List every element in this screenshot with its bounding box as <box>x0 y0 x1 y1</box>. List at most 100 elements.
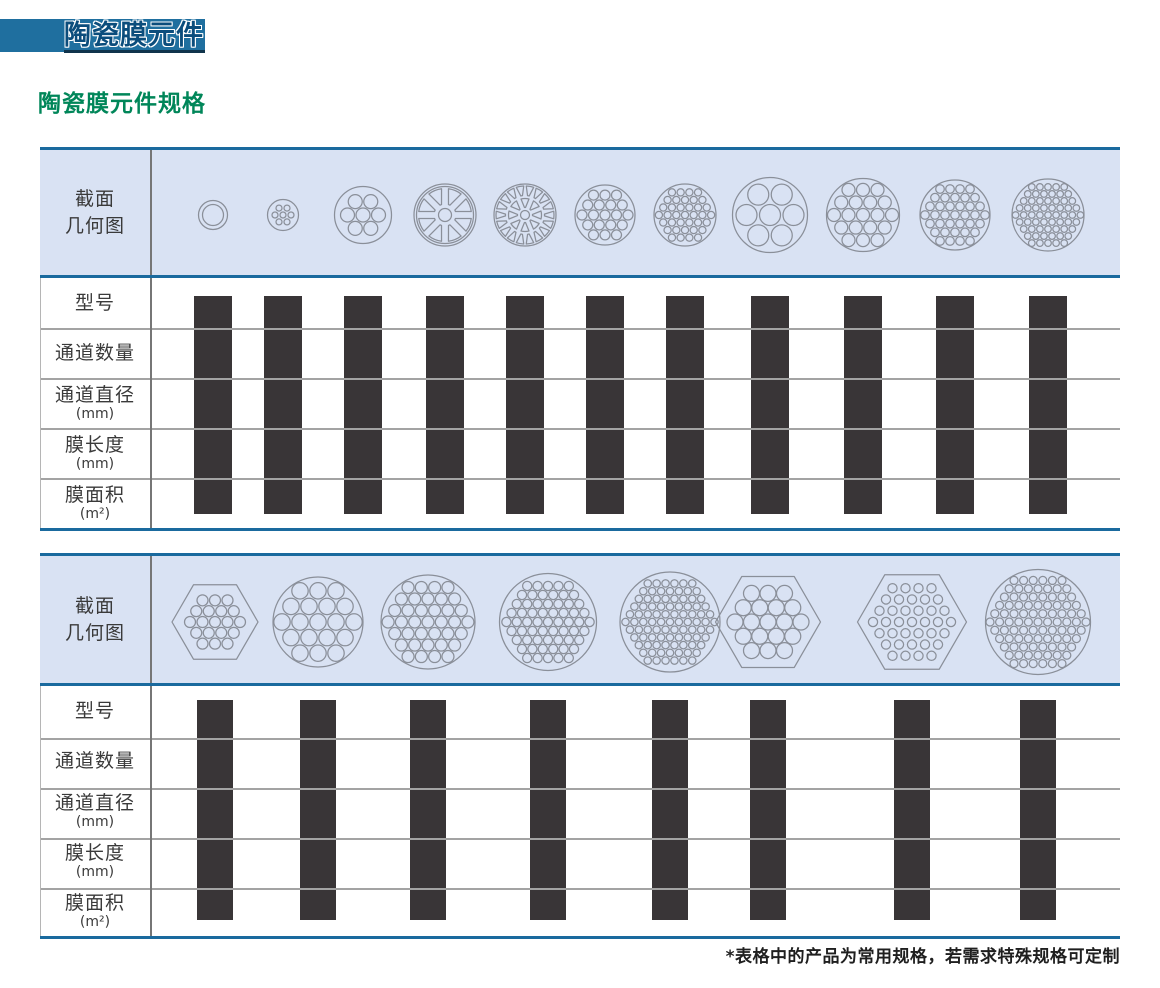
redacted-value-bar <box>1029 296 1067 514</box>
91-channel-circle-icon <box>980 564 1096 684</box>
header-label-line2: 几何图 <box>64 214 125 237</box>
row-label: 膜面积 (m²) <box>40 478 150 528</box>
row-label: 膜长度 (mm) <box>40 428 150 478</box>
spec-table-1: 截面 几何图 型号 通道数量 通道直径 <box>40 147 1120 531</box>
page-title: 陶瓷膜元件 <box>64 20 205 53</box>
redacted-value-bar <box>750 700 786 920</box>
table1-label-column-divider <box>150 150 152 528</box>
91-channel-circle-icon <box>612 564 728 684</box>
row-label: 通道直径 (mm) <box>40 378 150 428</box>
redacted-value-bar <box>426 296 464 514</box>
row-label-unit: (mm) <box>75 814 115 830</box>
19-channel-circle-icon <box>805 157 921 277</box>
row-separator-line <box>40 378 1120 380</box>
spec-row-channel-count: 通道数量 <box>40 328 1120 378</box>
spec-row-membrane-area: 膜面积 (m²) <box>40 478 1120 528</box>
row-label-text: 通道数量 <box>54 750 135 772</box>
37-channel-circle-icon <box>370 564 486 684</box>
row-separator-line <box>40 738 1120 740</box>
row-separator-line <box>40 888 1120 890</box>
table1-header-row: 截面 几何图 <box>40 150 1120 275</box>
row-label-text: 膜长度 <box>64 434 125 456</box>
redacted-value-bar <box>300 700 336 920</box>
redacted-value-bar <box>666 296 704 514</box>
row-label-text: 膜面积 <box>64 892 125 914</box>
19-channel-circle-icon <box>547 157 663 277</box>
header-label-line1: 截面 <box>74 187 115 210</box>
redacted-value-bar <box>586 296 624 514</box>
spec-row-channel-diameter: 通道直径 (mm) <box>40 786 1120 836</box>
row-label-text: 通道数量 <box>54 342 135 364</box>
single-channel-tube-icon <box>155 157 271 277</box>
spec-table-2: 截面 几何图 型号 通道数量 通道直径 <box>40 553 1120 939</box>
row-label-text: 通道直径 <box>54 384 135 406</box>
spec-row-membrane-length: 膜长度 (mm) <box>40 836 1120 886</box>
row-label-unit: (m²) <box>79 506 111 522</box>
redacted-value-bar <box>1020 700 1056 920</box>
61-channel-circle-icon <box>990 157 1106 277</box>
row-label: 通道直径 (mm) <box>40 786 150 836</box>
spec-row-channel-diameter: 通道直径 (mm) <box>40 378 1120 428</box>
row-label: 通道数量 <box>40 328 150 378</box>
row-label: 通道数量 <box>40 736 150 786</box>
table2-top-border <box>40 553 1120 556</box>
footnote: *表格中的产品为常用规格，若需求特殊规格可定制 <box>725 947 1120 967</box>
row-separator-line <box>40 838 1120 840</box>
redacted-value-bar <box>751 296 789 514</box>
redacted-value-bar <box>410 700 446 920</box>
spec-row-channel-count: 通道数量 <box>40 736 1120 786</box>
table2-header-row: 截面 几何图 <box>40 556 1120 683</box>
row-label: 膜长度 (mm) <box>40 836 150 886</box>
row-separator-line <box>40 788 1120 790</box>
row-separator-line <box>40 428 1120 430</box>
7-channel-circle-icon <box>305 157 421 277</box>
61-channel-circle-icon <box>490 564 606 684</box>
table1-top-border <box>40 147 1120 150</box>
row-label: 膜面积 (m²) <box>40 886 150 936</box>
redacted-value-bar <box>194 296 232 514</box>
row-separator-line <box>40 328 1120 330</box>
table2-header-separator <box>40 683 1120 686</box>
header-label-line1: 截面 <box>74 594 115 617</box>
row-label-text: 型号 <box>74 292 115 314</box>
row-label-unit: (mm) <box>75 406 115 422</box>
table2-label-column-divider <box>150 556 152 936</box>
table2-left-edge <box>40 686 41 936</box>
redacted-value-bar <box>894 700 930 920</box>
spec-row-model: 型号 <box>40 686 1120 736</box>
row-label-unit: (mm) <box>75 864 115 880</box>
table1-bottom-border <box>40 528 1120 531</box>
redacted-value-bar <box>344 296 382 514</box>
spec-row-membrane-area: 膜面积 (m²) <box>40 886 1120 936</box>
row-label: 型号 <box>40 278 150 328</box>
cross-section-header-label: 截面 几何图 <box>40 556 150 683</box>
row-label-unit: (m²) <box>79 914 111 930</box>
19-channel-circle-icon <box>260 564 376 684</box>
redacted-value-bar <box>530 700 566 920</box>
row-label-unit: (mm) <box>75 456 115 472</box>
star-channel-disc-icon <box>467 157 583 277</box>
redacted-value-bar <box>506 296 544 514</box>
table1-left-edge <box>40 278 41 528</box>
redacted-value-bar <box>264 296 302 514</box>
row-label-text: 型号 <box>74 700 115 722</box>
19-channel-hexagon-icon <box>710 564 826 684</box>
row-label: 型号 <box>40 686 150 736</box>
title-banner-bar <box>0 19 205 52</box>
8-segment-wheel-icon <box>387 157 503 277</box>
row-label-text: 膜长度 <box>64 842 125 864</box>
section-subtitle: 陶瓷膜元件规格 <box>38 91 206 117</box>
7-channel-circle-icon <box>225 157 341 277</box>
37-channel-hexagon-icon <box>854 564 970 684</box>
redacted-value-bar <box>936 296 974 514</box>
spec-row-membrane-length: 膜长度 (mm) <box>40 428 1120 478</box>
19-channel-hexagon-icon <box>157 564 273 684</box>
header-label-line2: 几何图 <box>64 621 125 644</box>
redacted-value-bar <box>844 296 882 514</box>
table2-bottom-border <box>40 936 1120 939</box>
37-channel-circle-icon <box>897 157 1013 277</box>
37-channel-circle-icon <box>627 157 743 277</box>
table1-header-separator <box>40 275 1120 278</box>
redacted-value-bar <box>197 700 233 920</box>
